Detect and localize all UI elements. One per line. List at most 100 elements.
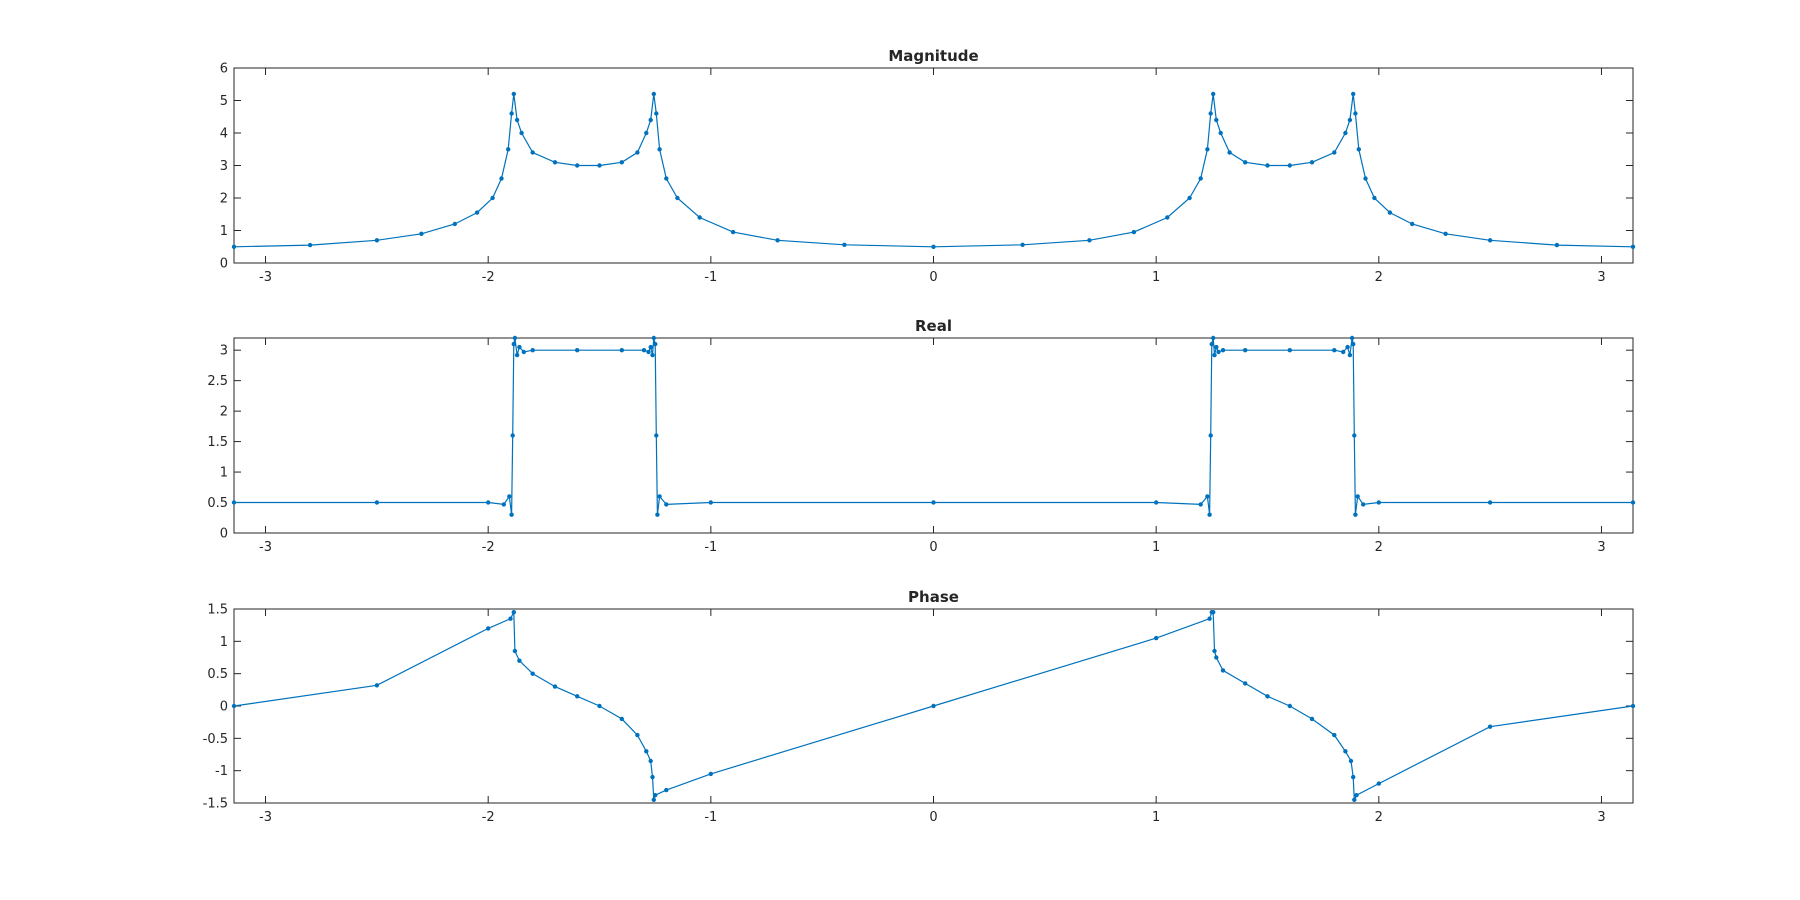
data-point — [654, 433, 658, 437]
data-point — [1351, 92, 1355, 96]
data-point — [1354, 793, 1358, 797]
data-point — [775, 238, 779, 242]
axes-real: Real -3 -2 -1 0 1 2 3 0 0.5 1 1.5 2 2.5 3 — [207, 317, 1635, 555]
y-tick-label: 0 — [220, 700, 228, 715]
y-tick-label: -1.5 — [203, 797, 228, 812]
data-point — [1361, 502, 1365, 506]
data-point — [655, 513, 659, 517]
data-point — [652, 92, 656, 96]
data-point — [931, 500, 935, 504]
data-point — [1214, 118, 1218, 122]
y-tick-label: 1 — [220, 466, 228, 481]
data-point — [1332, 348, 1336, 352]
data-point — [1209, 433, 1213, 437]
data-point — [513, 649, 517, 653]
x-tick-label: -2 — [482, 540, 495, 555]
data-point — [1349, 759, 1353, 763]
data-point — [644, 131, 648, 135]
data-point — [512, 342, 516, 346]
x-tick-label: 0 — [929, 270, 937, 285]
data-point — [486, 500, 490, 504]
data-point — [1020, 243, 1024, 247]
data-point — [1211, 336, 1215, 340]
data-point — [1443, 232, 1447, 236]
data-point — [531, 150, 535, 154]
data-point — [375, 238, 379, 242]
data-point — [650, 775, 654, 779]
data-point — [657, 147, 661, 151]
y-tick-label: 3 — [220, 344, 228, 359]
data-point — [1631, 704, 1635, 708]
data-point — [512, 92, 516, 96]
data-point — [709, 772, 713, 776]
y-tick-label: -1 — [215, 764, 228, 779]
data-point — [502, 502, 506, 506]
data-point — [513, 336, 517, 340]
data-point — [1219, 131, 1223, 135]
y-tick-label: 5 — [220, 94, 228, 109]
data-point — [517, 345, 521, 349]
data-point — [1199, 176, 1203, 180]
x-tick-label: -3 — [259, 540, 272, 555]
x-tick-label: -1 — [704, 810, 717, 825]
x-tick-label: -1 — [704, 540, 717, 555]
data-point — [308, 243, 312, 247]
data-point — [653, 793, 657, 797]
data-point — [1288, 348, 1292, 352]
data-point — [419, 232, 423, 236]
data-point — [1211, 610, 1215, 614]
y-tick-label: 2 — [220, 192, 228, 207]
data-point — [1221, 348, 1225, 352]
data-point — [517, 659, 521, 663]
data-point — [931, 245, 935, 249]
y-tick-label: -0.5 — [203, 732, 228, 747]
axes-phase: Phase -3 -2 -1 0 1 2 3 -1.5 -1 -0.5 0 0.5 1 1.5 — [203, 588, 1636, 825]
data-point — [575, 348, 579, 352]
x-tick-label: -2 — [482, 810, 495, 825]
x-tick-label: -1 — [704, 270, 717, 285]
y-tick-label: 4 — [220, 127, 228, 142]
data-point — [509, 513, 513, 517]
x-tick-label: -2 — [482, 270, 495, 285]
data-point — [1352, 433, 1356, 437]
axes-title: Magnitude — [888, 47, 978, 65]
data-point — [1214, 655, 1218, 659]
data-point — [1348, 353, 1352, 357]
data-point — [515, 118, 519, 122]
data-point — [1631, 245, 1635, 249]
data-point — [649, 759, 653, 763]
data-point — [1343, 749, 1347, 753]
data-point — [1187, 196, 1191, 200]
data-point — [519, 131, 523, 135]
data-point — [1154, 500, 1158, 504]
data-point — [1488, 238, 1492, 242]
data-point — [1288, 163, 1292, 167]
x-tick-label: 3 — [1597, 270, 1605, 285]
data-point — [531, 672, 535, 676]
data-point — [512, 610, 516, 614]
data-point — [664, 502, 668, 506]
data-point — [842, 243, 846, 247]
data-point — [657, 494, 661, 498]
data-point — [1227, 150, 1231, 154]
data-point — [1211, 92, 1215, 96]
data-point — [506, 147, 510, 151]
data-point — [620, 717, 624, 721]
x-tick-label: 2 — [1375, 810, 1383, 825]
y-tick-label: 1 — [220, 635, 228, 650]
data-point — [1243, 681, 1247, 685]
y-tick-label: 0 — [220, 257, 228, 272]
y-tick-label: 0.5 — [207, 667, 228, 682]
x-tick-label: -3 — [259, 270, 272, 285]
data-point — [1243, 160, 1247, 164]
data-point — [597, 704, 601, 708]
data-point — [1310, 717, 1314, 721]
data-point — [1363, 176, 1367, 180]
data-point — [1377, 781, 1381, 785]
axes-title: Real — [915, 317, 952, 335]
x-tick-label: 1 — [1152, 540, 1160, 555]
data-point — [698, 215, 702, 219]
x-tick-label: -3 — [259, 810, 272, 825]
y-tick-label: 3 — [220, 159, 228, 174]
data-point — [453, 222, 457, 226]
